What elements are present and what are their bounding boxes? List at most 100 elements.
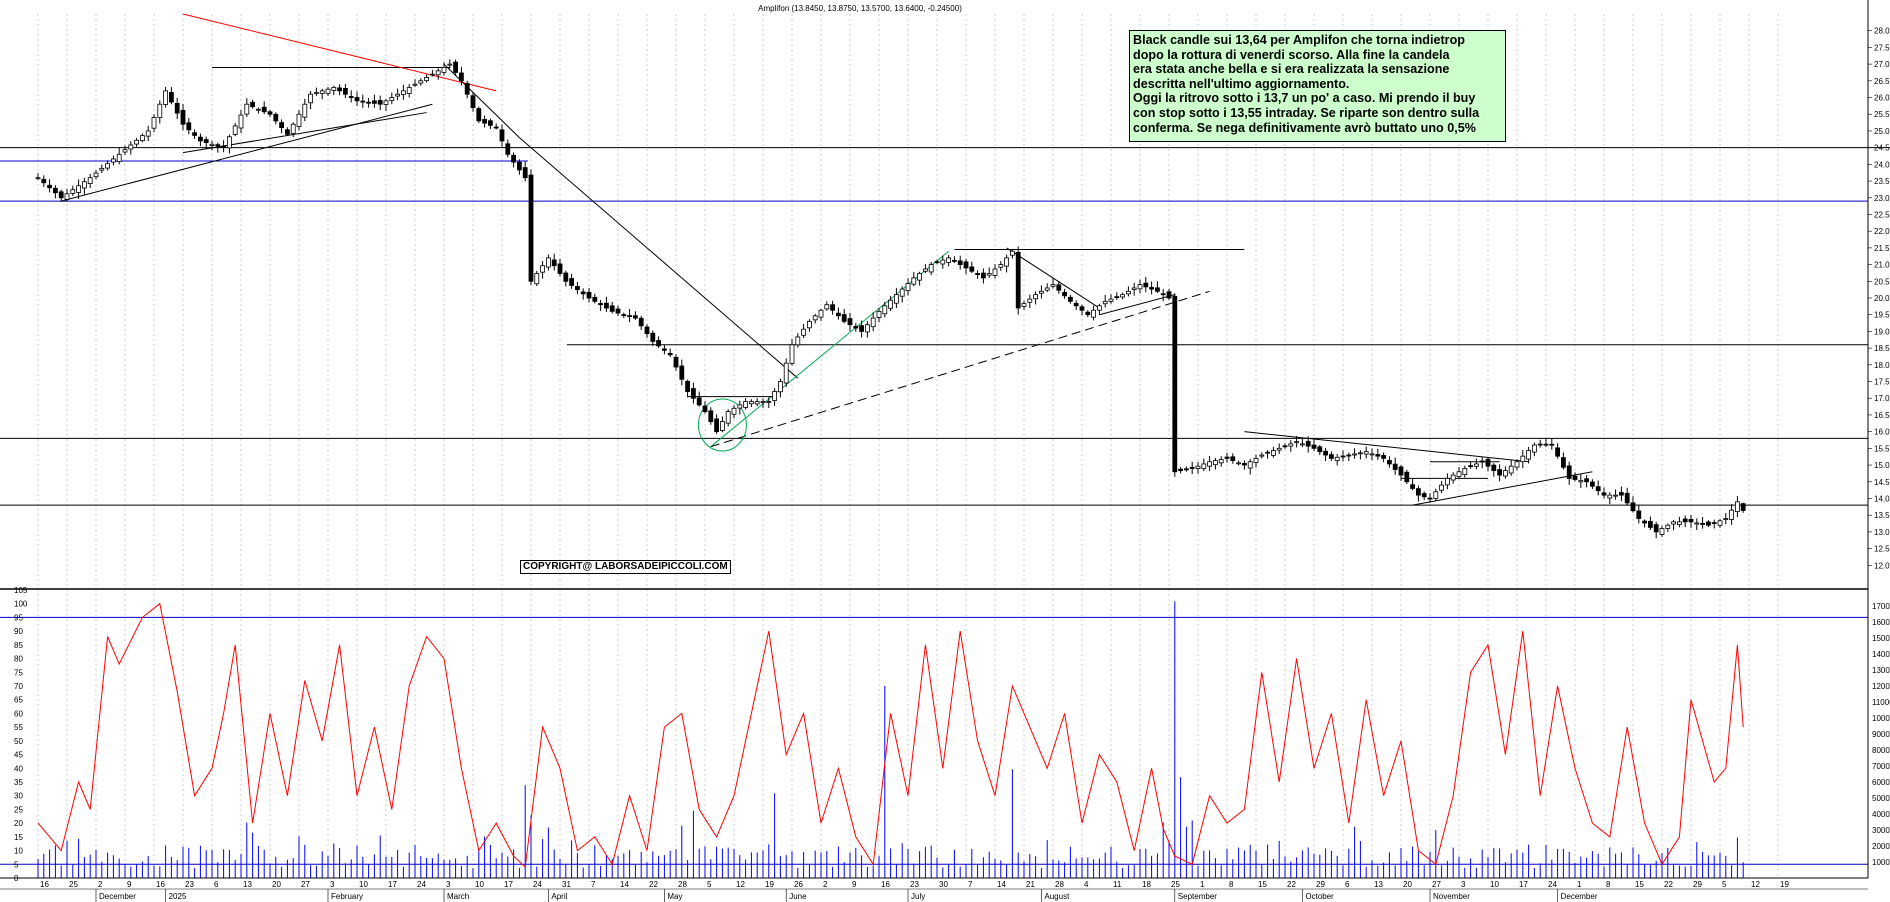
candle-body	[377, 100, 383, 105]
price-tick-label: 25.5	[1874, 110, 1890, 119]
candle-body	[1213, 460, 1218, 466]
candle-body	[551, 259, 557, 267]
candle-body	[534, 273, 540, 285]
candle-body	[273, 113, 279, 122]
candle-body	[1102, 300, 1108, 305]
candle-body	[714, 418, 719, 433]
x-day-label: 9	[852, 880, 857, 889]
x-day-label: 6	[1345, 880, 1350, 889]
osc-tick-label: 5	[14, 860, 19, 869]
x-day-label: 29	[1316, 880, 1325, 889]
x-day-label: 8	[1606, 880, 1611, 889]
osc-tick-label: 60	[14, 709, 23, 718]
candle-body	[1706, 521, 1711, 526]
candle-body	[482, 119, 488, 124]
candle-body	[505, 143, 511, 155]
candle-body	[1131, 287, 1137, 290]
osc-tick-label: 65	[14, 696, 23, 705]
candle-body	[708, 410, 714, 423]
candle-body	[946, 257, 951, 263]
candle-body	[812, 315, 818, 321]
x-day-label: 23	[185, 880, 194, 889]
candle-body	[1514, 461, 1520, 468]
trend-line	[1244, 431, 1529, 463]
candle-body	[267, 111, 273, 115]
candle-body	[1485, 458, 1491, 467]
candle-body	[41, 178, 47, 184]
candle-body	[737, 404, 743, 409]
candle-body	[1195, 465, 1201, 469]
candle-body	[1445, 478, 1450, 486]
candle-body	[221, 145, 227, 149]
candle-body	[1398, 466, 1404, 476]
candle-body	[1253, 457, 1259, 463]
candle-body	[917, 273, 922, 281]
x-day-label: 16	[40, 880, 49, 889]
osc-tick-label: 70	[14, 682, 23, 691]
candle-body	[470, 95, 476, 108]
candle-body	[395, 93, 401, 97]
x-day-label: 27	[301, 880, 310, 889]
candle-body	[662, 348, 667, 351]
candle-body	[1329, 454, 1334, 459]
candle-body	[296, 113, 302, 128]
x-day-label: 10	[475, 880, 484, 889]
candle-body	[1218, 459, 1224, 464]
osc-tick-label: 35	[14, 778, 23, 787]
candle-body	[789, 344, 795, 364]
candle-body	[1044, 287, 1050, 291]
candle-body	[424, 77, 430, 82]
candle-body	[1671, 521, 1676, 525]
candle-body	[621, 314, 627, 316]
candle-body	[163, 90, 169, 105]
candle-body	[934, 261, 940, 263]
price-tick-label: 28.0	[1874, 27, 1890, 36]
candle-body	[1259, 454, 1265, 457]
candle-body	[151, 117, 157, 129]
x-day-label: 9	[127, 880, 132, 889]
price-tick-label: 26.0	[1874, 94, 1890, 103]
candle-body	[87, 177, 93, 184]
volume-tick-label: 12000	[1872, 682, 1890, 691]
price-tick-label: 23.0	[1874, 194, 1890, 203]
price-tick-label: 21.5	[1874, 244, 1890, 253]
candle-body	[696, 397, 702, 406]
candle-body	[1735, 501, 1740, 513]
candle-body	[975, 273, 980, 276]
candle-body	[1108, 298, 1114, 302]
candle-body	[76, 185, 81, 193]
candle-body	[284, 129, 290, 135]
x-day-label: 30	[939, 880, 948, 889]
volume-tick-label: 11000	[1872, 698, 1890, 707]
candle-body	[644, 326, 650, 335]
trend-line	[710, 290, 1210, 448]
candle-body	[546, 257, 551, 268]
volume-tick-label: 16000	[1872, 618, 1890, 627]
candle-body	[429, 73, 435, 76]
price-tick-label: 12.0	[1874, 561, 1890, 570]
osc-tick-label: 95	[14, 613, 23, 622]
x-month-label: December	[1561, 892, 1598, 901]
candle-body	[366, 101, 372, 104]
price-tick-label: 13.5	[1874, 511, 1890, 520]
candle-body	[923, 268, 928, 272]
volume-tick-label: 3000	[1872, 826, 1890, 835]
candle-body	[963, 261, 969, 269]
price-tick-label: 19.0	[1874, 327, 1890, 336]
candle-body	[1271, 450, 1276, 456]
x-day-label: 5	[1722, 880, 1727, 889]
x-month-label: May	[667, 892, 682, 901]
candle-body	[1700, 523, 1705, 525]
trend-line	[61, 103, 433, 202]
candle-body	[1015, 251, 1021, 309]
candle-body	[1694, 522, 1700, 525]
x-day-label: 7	[591, 880, 596, 889]
candle-body	[1346, 454, 1352, 457]
candle-body	[418, 80, 424, 84]
candle-body	[888, 299, 893, 309]
candle-body	[82, 181, 87, 189]
x-day-label: 21	[1026, 880, 1035, 889]
candle-body	[720, 421, 725, 431]
candle-body	[1369, 453, 1375, 456]
candle-body	[992, 268, 998, 276]
